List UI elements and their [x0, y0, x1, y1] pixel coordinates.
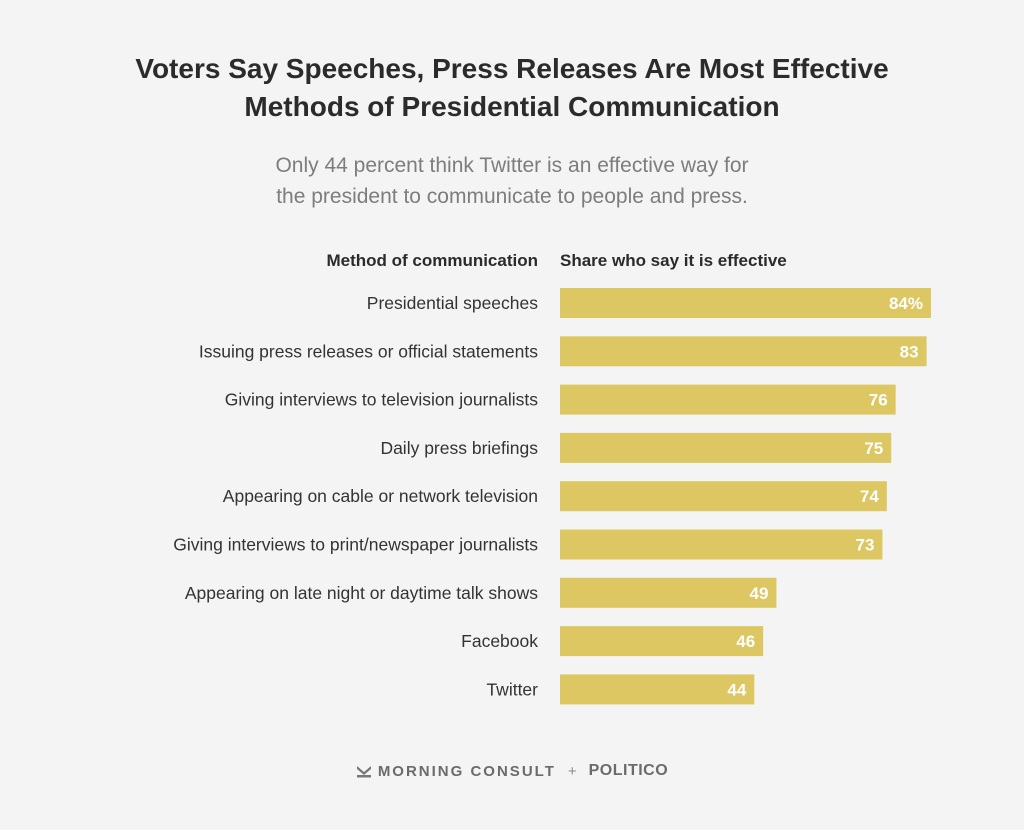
chart-subtitle-line-1: Only 44 percent think Twitter is an effe…	[275, 154, 749, 177]
category-header: Method of communication	[326, 251, 538, 270]
chart-subtitle-line-2: the president to communicate to people a…	[276, 185, 748, 208]
chart-subtitle: Only 44 percent think Twitter is an effe…	[0, 150, 1024, 212]
bar	[560, 288, 931, 318]
bar-value-label: 83	[900, 342, 919, 361]
bar	[560, 432, 892, 463]
bar-value-label: 49	[749, 584, 768, 603]
chart-title-line-2: Methods of Presidential Communication	[244, 91, 780, 122]
bar-value-label: 74	[860, 487, 879, 506]
bar	[560, 674, 755, 705]
bar	[560, 336, 927, 367]
footer: MORNING CONSULT + POLITICO	[0, 762, 1024, 780]
footer-brand-politico: POLITICO	[588, 762, 669, 779]
bar-value-label: 44	[727, 680, 746, 699]
bar-value-label: 46	[736, 632, 755, 651]
bar	[560, 481, 887, 512]
morning-consult-logo-icon	[356, 766, 371, 778]
bar-value-label: 75	[864, 439, 883, 458]
category-label: Facebook	[461, 631, 538, 651]
category-label: Presidential speeches	[367, 293, 538, 313]
category-label: Issuing press releases or official state…	[199, 341, 538, 361]
value-header: Share who say it is effective	[560, 251, 787, 270]
bar	[560, 384, 896, 415]
chart-title: Voters Say Speeches, Press Releases Are …	[0, 50, 1024, 126]
bar-value-label: 76	[869, 391, 888, 410]
category-label: Twitter	[486, 679, 538, 699]
bar-value-label: 84%	[889, 294, 923, 313]
bar	[560, 529, 883, 560]
category-label: Daily press briefings	[380, 438, 538, 458]
footer-brand-morning-consult: MORNING CONSULT	[377, 762, 556, 780]
category-label: Giving interviews to television journali…	[225, 390, 538, 410]
bar-value-label: 73	[855, 536, 874, 555]
chart-title-line-1: Voters Say Speeches, Press Releases Are …	[135, 53, 889, 84]
bar	[560, 626, 764, 657]
category-label: Appearing on late night or daytime talk …	[185, 583, 538, 603]
bar	[560, 577, 777, 608]
category-label: Giving interviews to print/newspaper jou…	[173, 535, 538, 555]
footer-separator: +	[567, 762, 577, 780]
category-label: Appearing on cable or network television	[223, 486, 538, 506]
